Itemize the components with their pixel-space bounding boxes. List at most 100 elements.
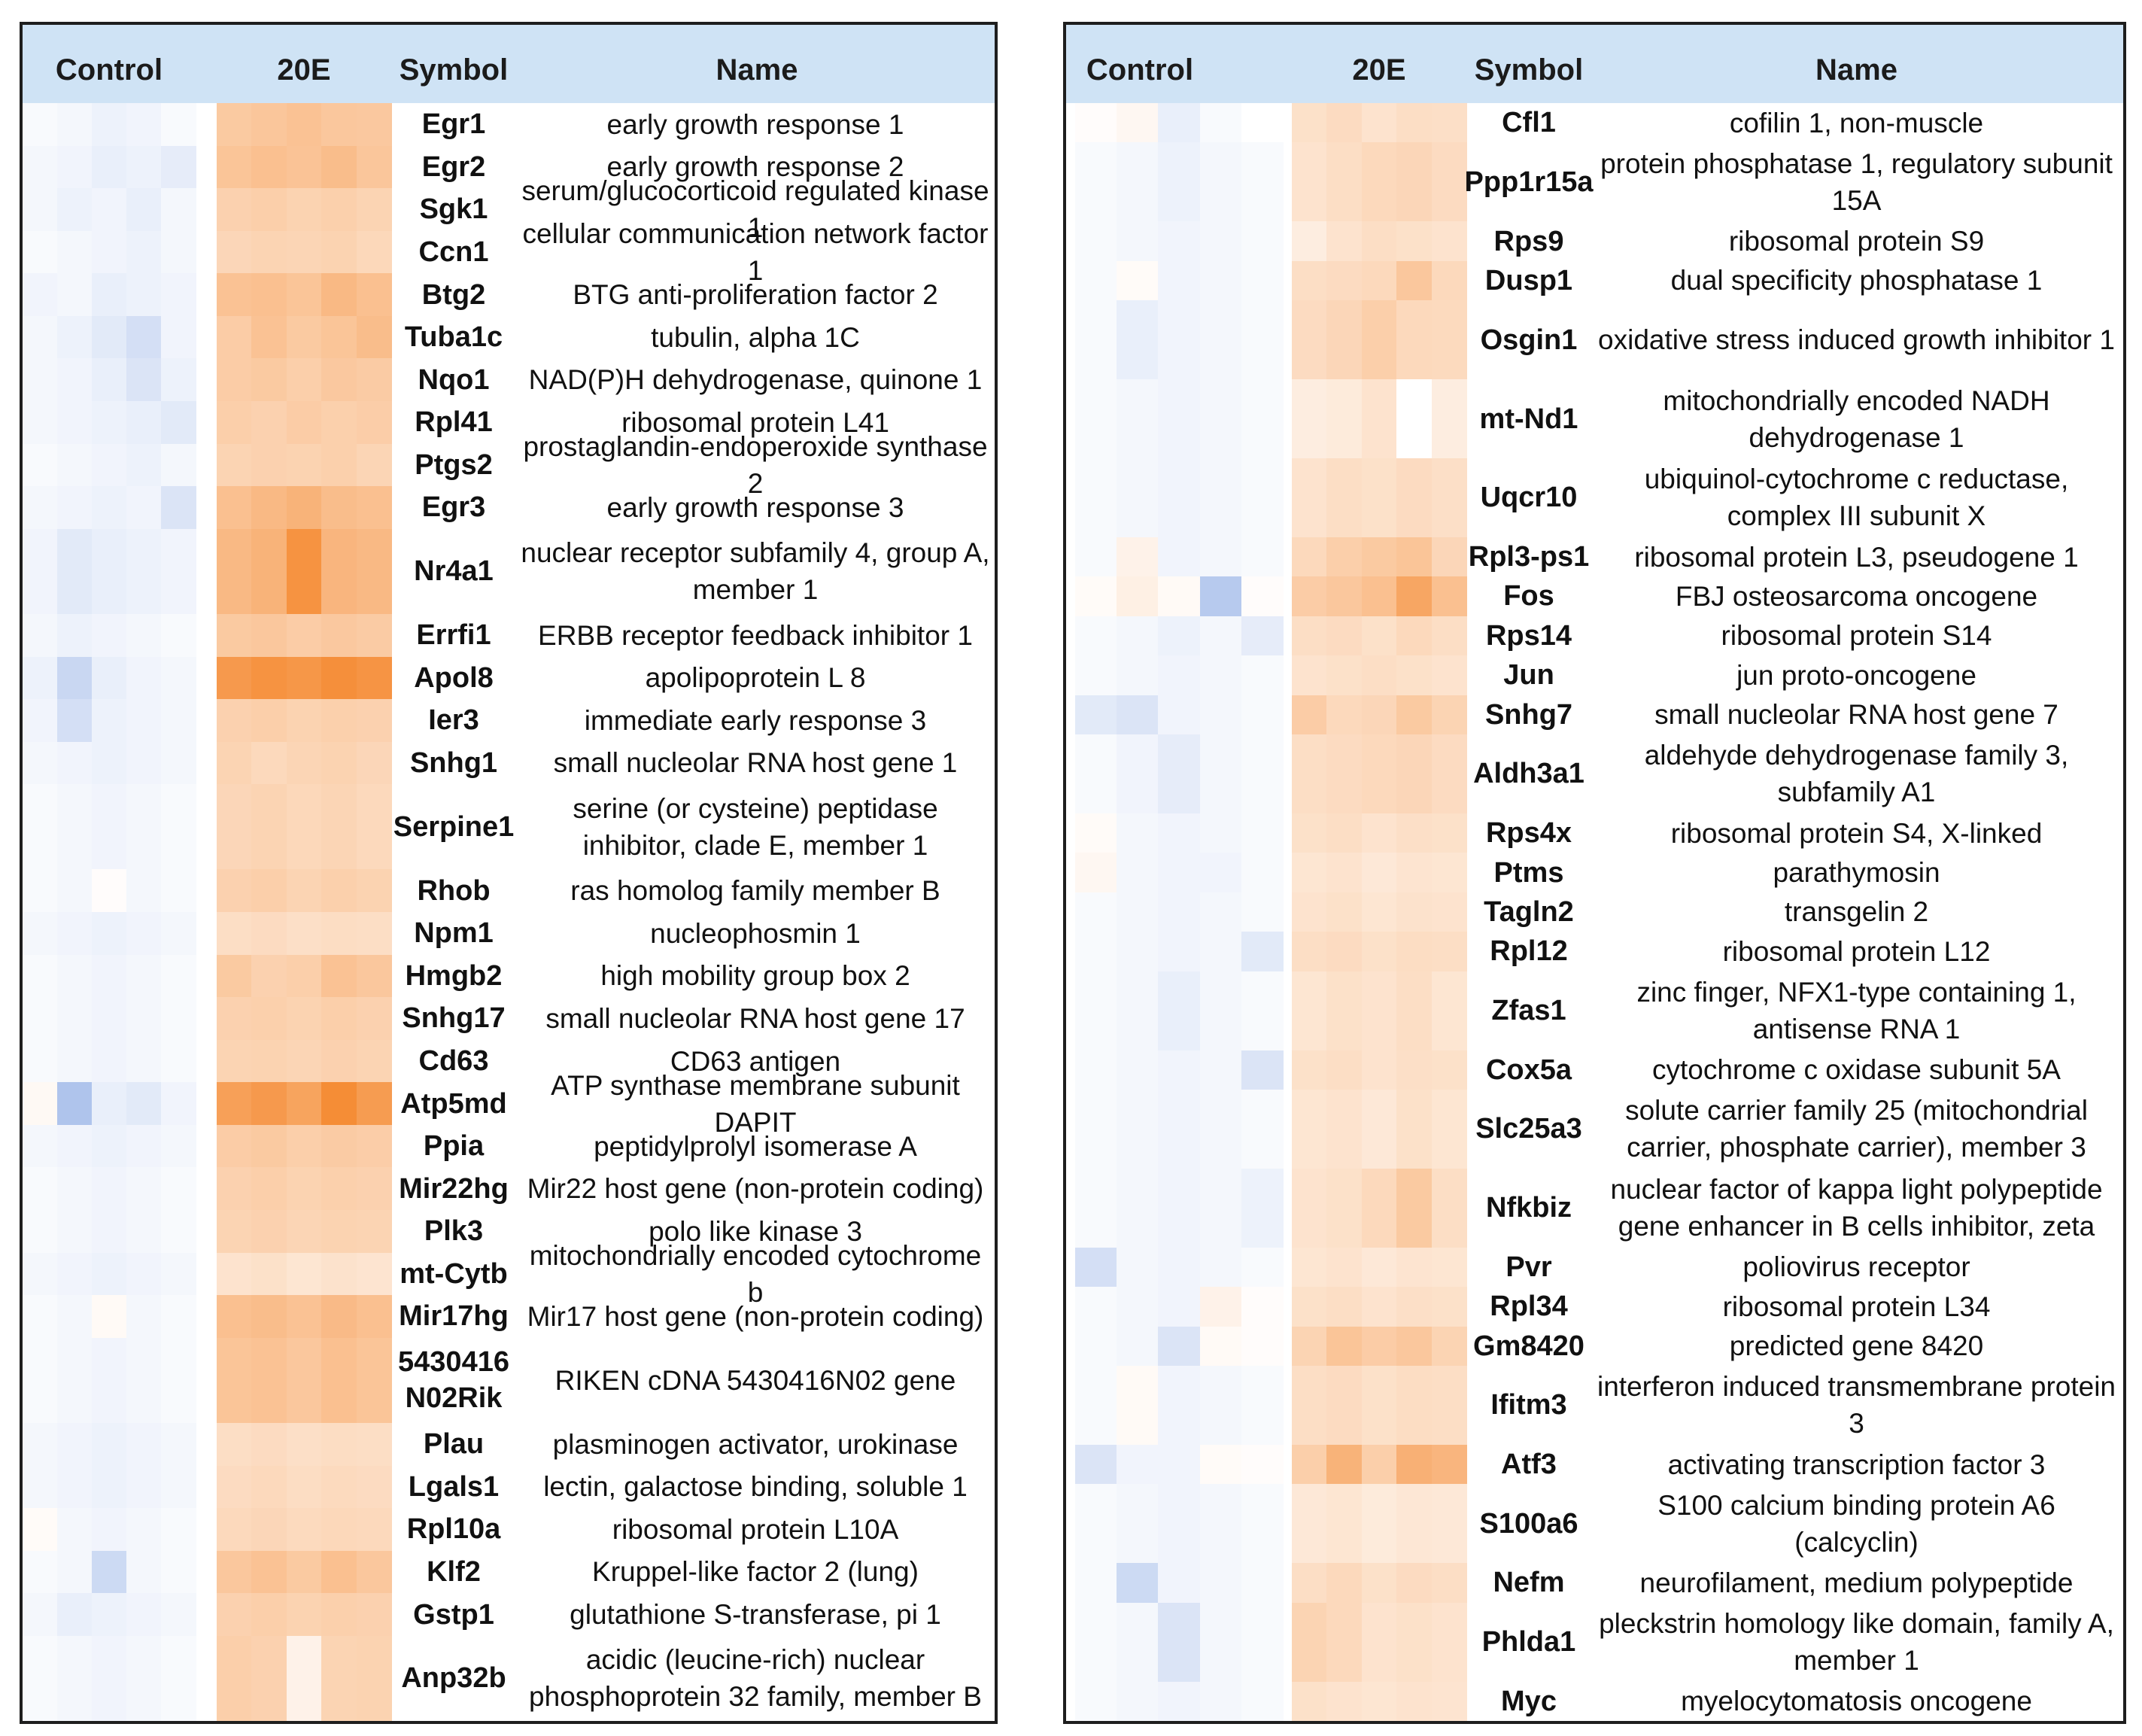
gene-row: mt-Cytb mitochondrially encoded cytochrom…: [23, 1240, 995, 1308]
control-cell: [1117, 1050, 1159, 1090]
control-cell: [126, 401, 162, 445]
control-cell: [161, 613, 196, 658]
treatment-cell: [286, 912, 322, 956]
control-cell: [1241, 892, 1284, 932]
control-cell: [126, 486, 162, 530]
control-cell: [57, 230, 93, 274]
control-cell: [92, 443, 127, 487]
gene-symbol: Snhg7: [1484, 698, 1573, 731]
treatment-cell: [217, 528, 252, 615]
gene-name: ERBB receptor feedback inhibitor 1: [538, 619, 973, 651]
gene-row: Egr3 early growth response 3: [23, 486, 995, 529]
treatment-cell: [1326, 260, 1363, 301]
treatment-cell: [1292, 458, 1327, 538]
control-cell: [92, 1124, 127, 1169]
control-cell: [57, 145, 93, 189]
treatment-cell: [1292, 616, 1327, 656]
gene-name: Mir17 host gene (non-protein coding): [527, 1300, 984, 1332]
treatment-cell: [356, 1593, 392, 1637]
control-cell: [1117, 1168, 1159, 1248]
gene-symbol: Mir17hg: [399, 1300, 509, 1333]
treatment-cell: [1361, 103, 1397, 144]
gene-symbol: Btg2: [421, 278, 486, 311]
treatment-cell: [217, 997, 252, 1041]
control-cell: [1075, 1247, 1117, 1288]
control-cell: [57, 528, 93, 615]
treatment-cell: [356, 1082, 392, 1126]
gene-row: Mir22hg Mir22 host gene (non-protein codi…: [23, 1167, 995, 1210]
treatment-cell: [321, 1039, 357, 1083]
treatment-cell: [356, 1167, 392, 1211]
control-cell: [92, 613, 127, 658]
control-cell: [92, 1635, 127, 1721]
treatment-cell: [251, 1422, 287, 1467]
treatment-cell: [356, 1508, 392, 1552]
treatment-cell: [1396, 576, 1433, 617]
control-cell: [161, 401, 196, 445]
control-cell: [126, 103, 162, 147]
gene-row: Rpl3-ps1 ribosomal protein L3, pseudogene…: [1066, 537, 2123, 576]
control-cell: [57, 188, 93, 232]
control-cell: [1117, 892, 1159, 932]
treatment-cell: [356, 103, 392, 147]
treatment-cell: [286, 1508, 322, 1552]
gene-row: Rpl12 ribosomal protein L12: [1066, 932, 2123, 971]
gene-row: Nr4a1 nuclear receptor subfamily 4, group…: [23, 529, 995, 614]
control-cell: [161, 1082, 196, 1126]
control-cell: [57, 401, 93, 445]
treatment-cell: [321, 315, 357, 360]
treatment-cell: [251, 188, 287, 232]
symbol-column-header: Symbol: [399, 53, 509, 87]
treatment-cell: [251, 912, 287, 956]
gene-symbol: Cd63: [418, 1045, 489, 1078]
treatment-cell: [1431, 103, 1467, 144]
control-cell: [1158, 379, 1201, 459]
treatment-cell: [217, 1082, 252, 1126]
control-cell: [1075, 1366, 1117, 1446]
treatment-cell: [217, 1593, 252, 1637]
gene-name: ribosomal protein S9: [1728, 226, 1985, 257]
gene-row: Ier3 immediate early response 3: [23, 699, 995, 742]
treatment-cell: [217, 443, 252, 487]
treatment-cell: [1361, 300, 1397, 380]
treatment-cell: [217, 1039, 252, 1083]
treatment-cell: [1326, 695, 1363, 735]
control-cell: [126, 1465, 162, 1509]
control-cell: [1158, 1168, 1201, 1248]
gene-symbol: Nfkbiz: [1486, 1192, 1572, 1224]
gene-name: small nucleolar RNA host gene 1: [553, 747, 958, 779]
gene-row: Zfas1 zinc finger, NFX1-type containing 1…: [1066, 971, 2123, 1050]
treatment-cell: [251, 784, 287, 870]
treatment-cell: [1431, 892, 1467, 932]
treatment-cell: [1326, 1484, 1363, 1564]
treatment-cell: [251, 1082, 287, 1126]
treatment-cell: [1431, 300, 1467, 380]
treatment-cell: [1326, 813, 1363, 853]
treatment-cell: [1326, 1366, 1363, 1446]
treatment-cell: [1292, 1168, 1327, 1248]
treatment-cell: [1396, 537, 1433, 577]
gene-name: zinc finger, NFX1-type containing 1, ant…: [1636, 977, 2077, 1045]
treatment-cell: [1361, 537, 1397, 577]
control-cell: [92, 528, 127, 615]
gene-name: nuclear factor of kappa light polypeptid…: [1610, 1174, 2103, 1242]
control-cell: [1075, 1326, 1117, 1367]
gene-row: Aldh3a1 aldehyde dehydrogenase family 3, …: [1066, 734, 2123, 813]
gene-symbol: Lgals1: [408, 1470, 500, 1503]
gene-name: high mobility group box 2: [600, 960, 910, 992]
treatment-cell: [1326, 1247, 1363, 1288]
control-cell: [23, 912, 58, 956]
treatment-cell: [1396, 300, 1433, 380]
treatment-cell: [1292, 576, 1327, 617]
treatment-cell: [251, 1337, 287, 1424]
control-cell: [1158, 1366, 1201, 1446]
treatment-cell: [217, 954, 252, 998]
control-cell: [161, 784, 196, 870]
gene-row: Lgals1 lectin, galactose binding, soluble…: [23, 1466, 995, 1509]
control-cell: [23, 1465, 58, 1509]
gene-row: Ptgs2 prostaglandin-endoperoxide synthase…: [23, 431, 995, 499]
control-cell: [23, 1295, 58, 1339]
treatment-cell: [286, 273, 322, 317]
gene-row: Jun jun proto-oncogene: [1066, 655, 2123, 695]
control-cell: [92, 1508, 127, 1552]
